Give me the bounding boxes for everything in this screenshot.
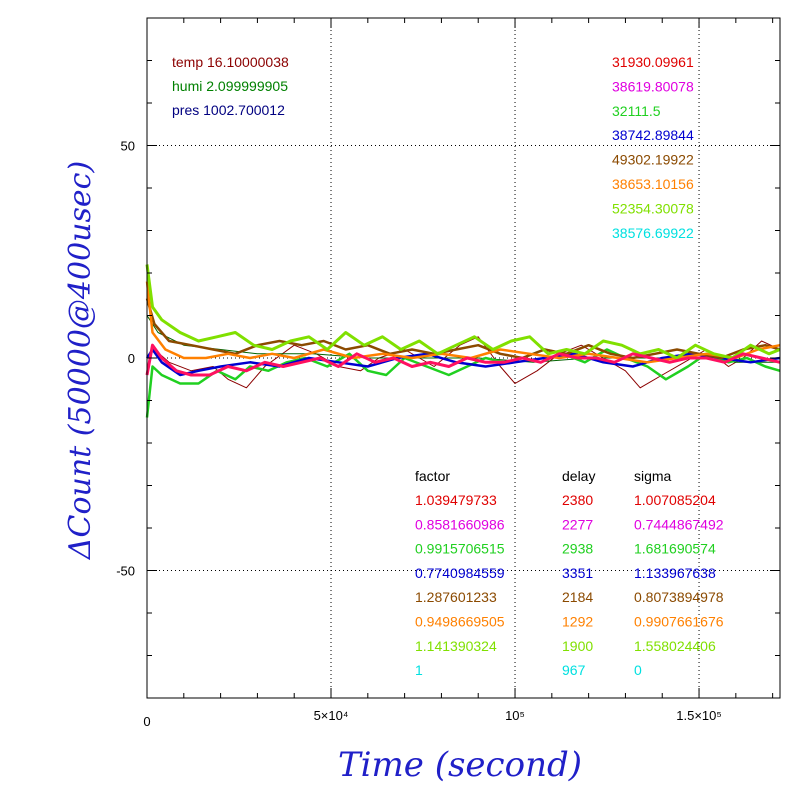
series-value-label: 38576.69922 — [612, 225, 694, 241]
legend-factor-value: 1.141390324 — [415, 638, 497, 654]
series-line — [145, 264, 781, 360]
series-value-label: 38653.10156 — [612, 176, 694, 192]
x-tick-label: 10⁵ — [505, 708, 525, 723]
series-line — [146, 336, 781, 389]
legend-header-factor: factor — [415, 468, 450, 484]
x-tick-label: 1.5×10⁵ — [676, 708, 722, 723]
series-value-label: 52354.30078 — [612, 200, 694, 216]
legend-sigma-value: 1.681690574 — [634, 541, 716, 557]
legend-factor-value: 0.8581660986 — [415, 516, 505, 532]
legend-factor-value: 1.287601233 — [415, 589, 497, 605]
legend-delay-value: 1900 — [562, 638, 593, 654]
y-axis-label: ΔCount (50000@400usec) — [63, 161, 98, 560]
annotations: temp 16.10000038 humi 2.099999905 pres 100… — [172, 54, 724, 678]
legend-sigma-value: 1.133967638 — [634, 565, 716, 581]
series-line — [145, 281, 781, 364]
series-value-label: 32111.5 — [612, 103, 661, 119]
y-tick-label: 50 — [121, 139, 135, 154]
legend-delay-value: 2380 — [562, 492, 593, 508]
x-tick-label: 5×10⁴ — [314, 708, 349, 723]
legend-sigma-value: 0.7444867492 — [634, 516, 724, 532]
legend-factor-value: 0.9498669505 — [415, 614, 505, 630]
y-tick-label: 0 — [128, 351, 135, 366]
legend-sigma-value: 1.558024406 — [634, 638, 716, 654]
x-axis-label: Time (second) — [338, 745, 582, 785]
legend-delay-value: 2184 — [562, 589, 593, 605]
legend-sigma-value: 0 — [634, 662, 642, 678]
x-tick-label: 0 — [143, 714, 150, 729]
env-reading-label: humi 2.099999905 — [172, 78, 288, 94]
legend-factor-value: 0.9915706515 — [415, 541, 505, 557]
series-value-label: 38742.89844 — [612, 127, 694, 143]
series-line — [145, 348, 781, 418]
legend-factor-value: 1 — [415, 662, 423, 678]
legend-factor-value: 1.039479733 — [415, 492, 497, 508]
legend-sigma-value: 0.9907661676 — [634, 614, 724, 630]
env-reading-label: pres 1002.700012 — [172, 102, 285, 118]
legend-delay-value: 2277 — [562, 516, 593, 532]
legend-sigma-value: 1.007085204 — [634, 492, 716, 508]
legend-delay-value: 3351 — [562, 565, 593, 581]
legend-delay-value: 2938 — [562, 541, 593, 557]
legend-sigma-value: 0.8073894978 — [634, 589, 724, 605]
data-curves — [145, 264, 781, 418]
plot-frame — [146, 17, 781, 699]
legend-delay-value: 1292 — [562, 614, 593, 630]
legend-factor-value: 0.7740984559 — [415, 565, 505, 581]
series-value-label: 49302.19922 — [612, 152, 694, 168]
legend-header-sigma: sigma — [634, 468, 672, 484]
series-value-label: 38619.80078 — [612, 78, 694, 94]
y-tick-label: -50 — [116, 564, 135, 579]
series-value-label: 31930.09961 — [612, 54, 694, 70]
series-line — [145, 298, 781, 360]
series-line — [145, 343, 781, 377]
env-reading-label: temp 16.10000038 — [172, 54, 289, 70]
legend-header-delay: delay — [562, 468, 595, 484]
axis-ticks: 0 5×10⁴ 10⁵ 1.5×10⁵ 50 0 -50 — [116, 18, 780, 729]
legend-delay-value: 967 — [562, 662, 586, 678]
series-line — [145, 348, 781, 377]
